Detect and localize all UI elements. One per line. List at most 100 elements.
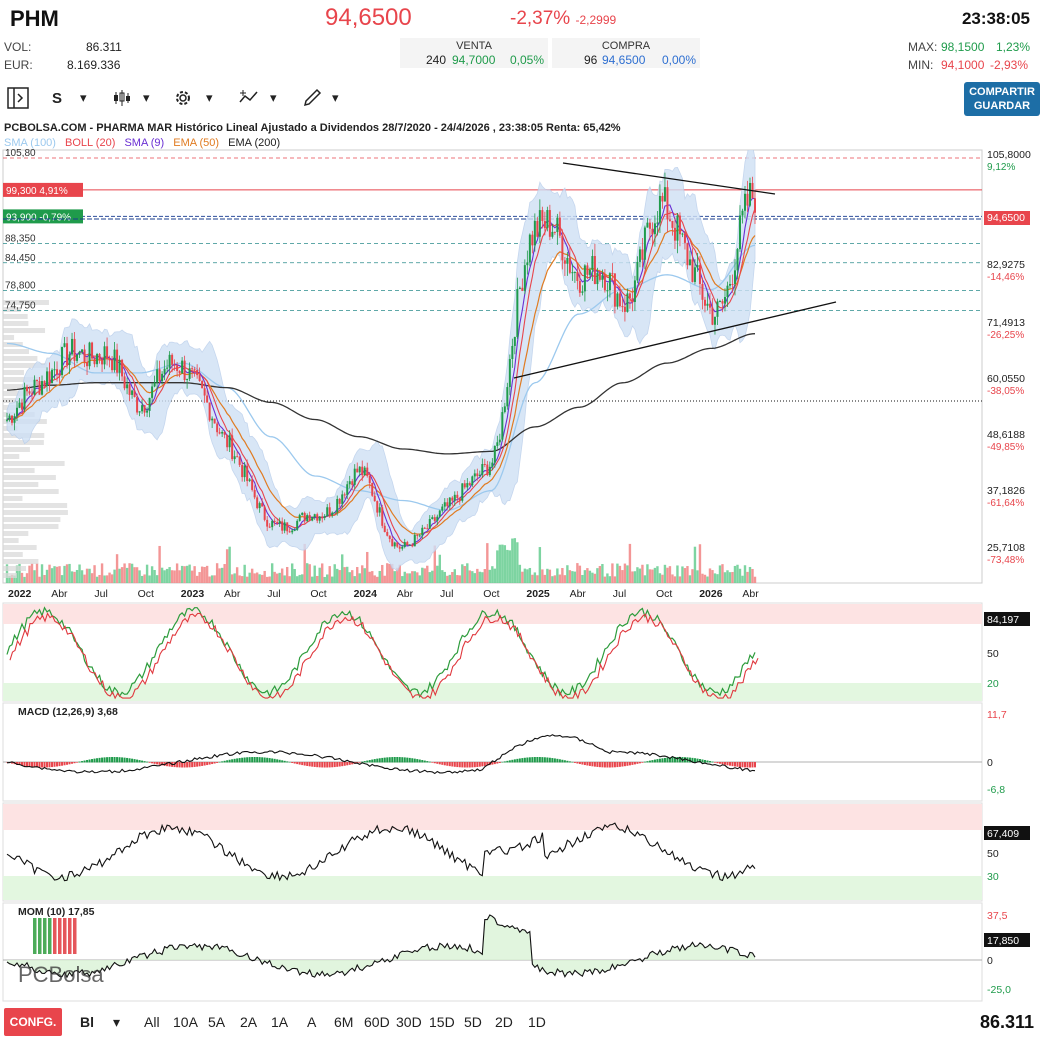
candle-body [43,381,46,386]
chart-type-chevron-icon[interactable]: ▾ [143,90,150,105]
timeframe-5d[interactable]: 5D [464,1014,482,1030]
candle-body [483,463,486,465]
macd-histogram-bar [343,762,346,766]
macd-histogram-bar [241,757,244,763]
lower-trendline[interactable] [513,301,837,379]
candle-body [671,220,674,228]
current-price-tag [984,211,1030,225]
timeframe-15d[interactable]: 15D [429,1014,455,1030]
timeframe-all[interactable]: All [144,1014,160,1030]
macd-histogram-bar [186,762,189,768]
timeframe-6m[interactable]: 6M [334,1014,354,1030]
candle-body [618,293,621,307]
legend-ema200[interactable]: EMA (200) [228,137,281,149]
volume-bar [516,542,519,583]
legend-sma9[interactable]: SMA (9) [124,137,165,149]
trendlines[interactable] [513,162,837,379]
legend-boll[interactable]: BOLL (20) [65,137,116,149]
candle-body [388,535,391,539]
volume-bar [321,563,324,583]
volume-bar [473,573,477,583]
price-axis-label: 48,6188 [987,429,1025,441]
volume-bar [343,567,346,583]
timeframe-1a[interactable]: 1A [271,1014,289,1030]
timeframe-a[interactable]: A [307,1014,317,1030]
macd-histogram-bar [523,757,526,763]
candle-body [326,507,329,517]
volume-bar [60,575,64,583]
last-price: 94,6500 [325,4,412,31]
volume-bar [130,563,134,583]
sto-oversold-zone [3,683,982,701]
chart-style-chevron-icon[interactable]: ▾ [113,1014,121,1030]
macd-histogram-bar [613,762,616,768]
profile-bar [3,517,61,522]
volume-bar [388,563,391,583]
macd-histogram-bar [271,758,274,763]
settings-chevron-icon[interactable]: ▾ [206,90,213,105]
chart-style-button[interactable]: Bl [80,1014,94,1030]
macd-histogram-bar [206,762,209,766]
indicators-chevron-icon[interactable]: ▾ [270,90,277,105]
timeframe-2a[interactable]: 2A [240,1014,258,1030]
drawing-tools-chevron-icon[interactable]: ▾ [332,90,339,105]
timeframe-60d[interactable]: 60D [364,1014,390,1030]
macd-histogram-bar [48,762,51,768]
candle-body [746,193,749,206]
panel-toggle-button[interactable] [6,84,30,112]
volume-bar [406,573,409,583]
volume-bar [596,568,599,583]
volume-bar [235,567,239,583]
macd-histogram-bar [348,762,351,765]
indicators-button[interactable] [238,84,260,112]
timeframe-2d[interactable]: 2D [495,1014,513,1030]
macd-histogram-bar [453,762,456,767]
legend-ema50[interactable]: EMA (50) [173,137,220,149]
volume-bar [386,563,389,583]
candle-body [493,445,496,463]
macd-histogram-bar [483,762,486,766]
volume-bar [183,566,186,583]
volume-bar [43,574,46,583]
drawing-tools-button[interactable] [302,84,324,112]
chart-type-button[interactable] [112,84,132,112]
candle-body [123,376,126,389]
timeframe-5a[interactable]: 5A [208,1014,226,1030]
config-button[interactable]: CONFG. [4,1008,62,1036]
timeframe-30d[interactable]: 30D [396,1014,422,1030]
volume-bar [341,554,344,583]
macd-level-bottom: -6,8 [987,784,1005,796]
macd-histogram-bar [463,762,466,768]
timeframe-10a[interactable]: 10A [173,1014,198,1030]
macd-histogram-bar [754,762,756,768]
macd-histogram-bar [136,759,139,763]
candle-body [188,368,191,379]
time-axis-label: Jul [440,588,453,600]
settings-button[interactable] [172,84,194,112]
volume-bar [568,570,572,583]
volume-bar [300,574,304,583]
legend-sma100[interactable]: SMA (100) [4,137,56,149]
boll-mid-line [6,208,756,546]
candle-body [561,235,564,261]
volume-bar [243,564,246,583]
candle-body [266,519,269,527]
upper-trendline[interactable] [562,162,776,195]
candle-body [268,526,271,528]
macd-histogram-bar [16,762,19,765]
candle-body [423,527,426,529]
share-save-button[interactable]: COMPARTIR GUARDAR [964,82,1040,116]
volume-bar [50,568,54,583]
volume-bar [738,568,742,583]
scale-button[interactable]: S [52,89,63,107]
macd-histogram-bar [601,762,604,768]
timeframe-1d[interactable]: 1D [528,1014,546,1030]
candle-body [628,293,631,299]
rsi-panel: RSI (14) 67,40503067,409 [3,804,1030,900]
volume-bar [593,573,597,583]
candle-body [706,303,709,306]
volume-bar [195,575,199,583]
scale-dropdown-chevron-icon[interactable]: ▾ [80,90,87,105]
candle-body [248,479,251,482]
